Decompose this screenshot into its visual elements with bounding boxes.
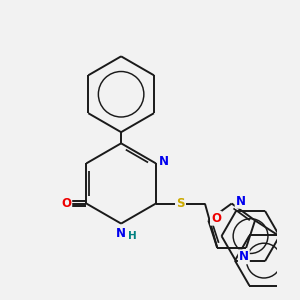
Text: N: N bbox=[159, 154, 169, 168]
Text: O: O bbox=[61, 197, 71, 210]
Text: H: H bbox=[128, 231, 136, 241]
Text: N: N bbox=[236, 195, 246, 208]
Text: O: O bbox=[211, 212, 221, 225]
Text: N: N bbox=[239, 250, 249, 263]
Text: S: S bbox=[176, 197, 184, 210]
Text: N: N bbox=[116, 227, 126, 240]
